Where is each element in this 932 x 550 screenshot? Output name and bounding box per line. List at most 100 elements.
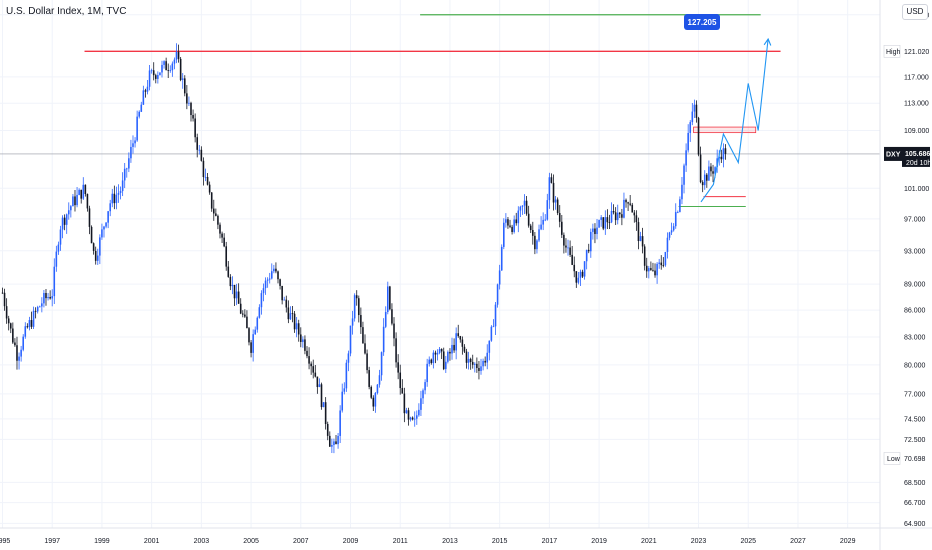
price-axis[interactable]: 127.000117.000113.000109.000101.00097.00… bbox=[879, 0, 929, 550]
candle-body bbox=[244, 314, 246, 317]
candle-body bbox=[84, 184, 87, 195]
symbol-tag-label: DXY bbox=[886, 151, 901, 158]
price-tick-label: 68.500 bbox=[904, 480, 926, 487]
candle-body bbox=[714, 167, 716, 174]
time-tick-label: 2027 bbox=[790, 538, 806, 545]
candle-body bbox=[101, 229, 103, 238]
candle-body bbox=[424, 382, 426, 391]
price-tick-label: 83.000 bbox=[904, 334, 926, 341]
candle-body bbox=[664, 251, 667, 266]
candle-body bbox=[577, 277, 580, 283]
candle-body bbox=[86, 194, 89, 209]
candle-body bbox=[405, 410, 408, 414]
candle-body bbox=[264, 280, 267, 289]
candle-body bbox=[7, 318, 10, 324]
candle-body bbox=[70, 206, 72, 211]
candle-body bbox=[683, 165, 685, 185]
candle-body bbox=[113, 193, 116, 204]
candle-body bbox=[169, 70, 172, 71]
time-tick-label: 2009 bbox=[343, 538, 359, 545]
candle-body bbox=[366, 353, 368, 371]
candle-body bbox=[519, 206, 522, 211]
candle-body bbox=[1, 292, 4, 294]
time-tick-label: 2005 bbox=[243, 538, 259, 545]
candle-body bbox=[337, 435, 339, 445]
candle-body bbox=[202, 160, 205, 178]
candle-body bbox=[140, 104, 143, 112]
candle-body bbox=[221, 233, 223, 238]
candle-body bbox=[107, 211, 109, 223]
candle-body bbox=[579, 271, 582, 278]
candle-body bbox=[372, 397, 375, 407]
candle-body bbox=[409, 417, 412, 420]
candle-body bbox=[505, 219, 507, 223]
supply-zone-box bbox=[693, 126, 757, 134]
candle-body bbox=[283, 299, 286, 301]
currency-button[interactable]: USD bbox=[902, 4, 928, 20]
candle-body bbox=[459, 336, 462, 340]
candle-body bbox=[12, 328, 14, 343]
candle-body bbox=[484, 360, 486, 363]
candle-body bbox=[51, 296, 54, 299]
candle-body bbox=[445, 361, 447, 370]
high-value-label: 121.020 bbox=[904, 49, 929, 56]
candle-body bbox=[165, 61, 167, 71]
candle-body bbox=[16, 345, 18, 361]
candle-body bbox=[592, 228, 594, 232]
time-tick-label: 1997 bbox=[44, 538, 60, 545]
candle-body bbox=[633, 212, 636, 216]
candle-body bbox=[656, 263, 658, 276]
candle-body bbox=[691, 111, 694, 123]
time-tick-label: 2023 bbox=[691, 538, 707, 545]
low-tag-box bbox=[883, 452, 901, 465]
candle-body bbox=[279, 279, 281, 286]
time-tick-label: 1999 bbox=[94, 538, 110, 545]
candle-body bbox=[585, 249, 588, 262]
candle-body bbox=[706, 174, 708, 181]
candle-body bbox=[268, 278, 271, 280]
candle-body bbox=[198, 149, 201, 151]
price-tick-label: 109.000 bbox=[904, 128, 929, 135]
candle-body bbox=[262, 288, 265, 294]
candle-body bbox=[480, 366, 482, 371]
candle-body bbox=[80, 189, 83, 199]
candle-body bbox=[641, 236, 644, 247]
candle-body bbox=[643, 246, 646, 266]
candle-body bbox=[677, 211, 679, 213]
candle-body bbox=[144, 90, 147, 92]
candle-body bbox=[631, 204, 634, 213]
candle-body bbox=[476, 363, 478, 369]
candle-body bbox=[322, 402, 325, 408]
candle-body bbox=[426, 363, 428, 383]
candle-body bbox=[14, 342, 16, 346]
candle-body bbox=[5, 306, 8, 319]
candle-body bbox=[627, 202, 629, 204]
candle-body bbox=[374, 392, 377, 407]
candle-body bbox=[18, 356, 20, 361]
price-tags: High 121.020 Low 70.698 DXY 105.686 20d 10h bbox=[883, 45, 931, 465]
candle-body bbox=[672, 226, 675, 231]
candle-body bbox=[115, 194, 118, 204]
candle-body bbox=[492, 326, 495, 328]
candle-body bbox=[639, 236, 642, 242]
target-callout-label: 127.205 bbox=[688, 18, 717, 27]
candle-body bbox=[697, 117, 700, 155]
candle-body bbox=[449, 351, 451, 354]
candle-body bbox=[223, 237, 225, 247]
candle-body bbox=[347, 353, 350, 363]
candle-body bbox=[542, 219, 544, 225]
grid-layer bbox=[0, 0, 880, 528]
candle-body bbox=[177, 51, 180, 59]
candle-body bbox=[395, 338, 397, 363]
candle-body bbox=[457, 333, 460, 337]
candle-body bbox=[546, 200, 549, 220]
candle-body bbox=[72, 196, 74, 207]
candle-body bbox=[161, 64, 163, 73]
candle-body bbox=[179, 58, 182, 80]
candle-body bbox=[621, 214, 623, 218]
time-axis[interactable]: 1995 1997 1999 2001 2003 2005 2007 2009 2011 2013… bbox=[0, 527, 932, 545]
candle-body bbox=[331, 445, 333, 447]
candle-body bbox=[567, 247, 569, 249]
candle-body bbox=[328, 435, 331, 447]
